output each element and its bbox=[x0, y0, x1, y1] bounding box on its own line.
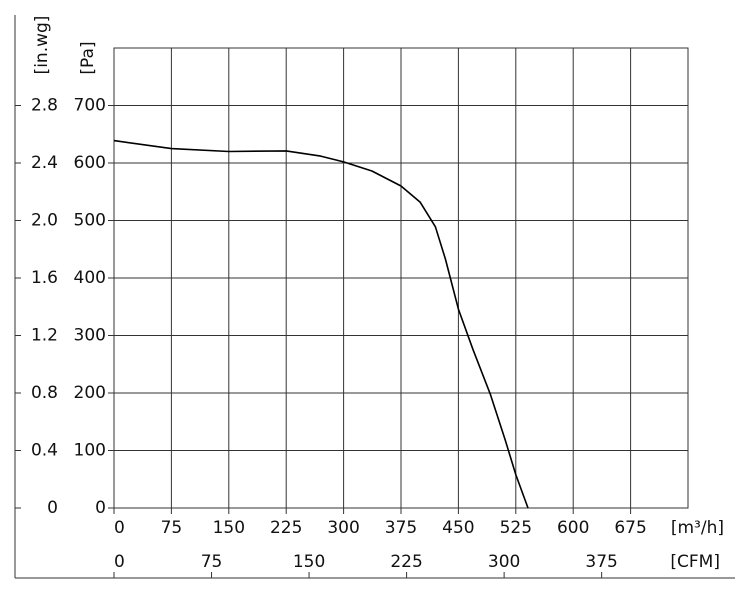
x2-label: [CFM] bbox=[670, 552, 720, 572]
y2-tick-label: 0.8 bbox=[31, 383, 58, 403]
x-tick-label: 375 bbox=[385, 518, 417, 538]
x-tick-label: 600 bbox=[557, 518, 589, 538]
x-tick-label: 450 bbox=[442, 518, 474, 538]
y-tick-label: 300 bbox=[74, 326, 106, 346]
y-tick-label: 600 bbox=[74, 153, 106, 173]
x2-tick-label: 375 bbox=[585, 552, 617, 572]
y-tick-label: 700 bbox=[74, 96, 106, 116]
y-tick-label: 200 bbox=[74, 383, 106, 403]
x-tick-label: 150 bbox=[213, 518, 245, 538]
y-tick-label: 500 bbox=[74, 211, 106, 231]
x2-tick-label: 0 bbox=[114, 552, 125, 572]
y2-tick-label: 0 bbox=[47, 498, 58, 518]
x-label: [m³/h] bbox=[671, 518, 724, 538]
x-tick-label: 225 bbox=[270, 518, 302, 538]
y2-tick-label: 0.4 bbox=[31, 441, 58, 461]
y2-tick-label: 2.4 bbox=[31, 153, 58, 173]
x2-tick-label: 300 bbox=[488, 552, 520, 572]
y2-tick-label: 2.0 bbox=[31, 211, 58, 231]
y2-tick-label: 1.6 bbox=[31, 268, 58, 288]
y-tick-label: 0 bbox=[95, 498, 106, 518]
y-label: [Pa] bbox=[78, 41, 98, 74]
x-tick-label: 525 bbox=[500, 518, 532, 538]
x2-tick-label: 225 bbox=[390, 552, 422, 572]
x-tick-label: 300 bbox=[327, 518, 359, 538]
x-tick-label: 75 bbox=[161, 518, 183, 538]
x-tick-label: 675 bbox=[614, 518, 646, 538]
y-tick-label: 400 bbox=[74, 268, 106, 288]
x-tick-label: 0 bbox=[114, 518, 125, 538]
x2-tick-label: 75 bbox=[201, 552, 223, 572]
y2-tick-label: 1.2 bbox=[31, 326, 58, 346]
y-tick-label: 100 bbox=[74, 441, 106, 461]
y2-label: [in.wg] bbox=[32, 16, 52, 75]
y2-tick-label: 2.8 bbox=[31, 96, 58, 116]
x2-tick-label: 150 bbox=[293, 552, 325, 572]
curve bbox=[113, 139, 529, 509]
